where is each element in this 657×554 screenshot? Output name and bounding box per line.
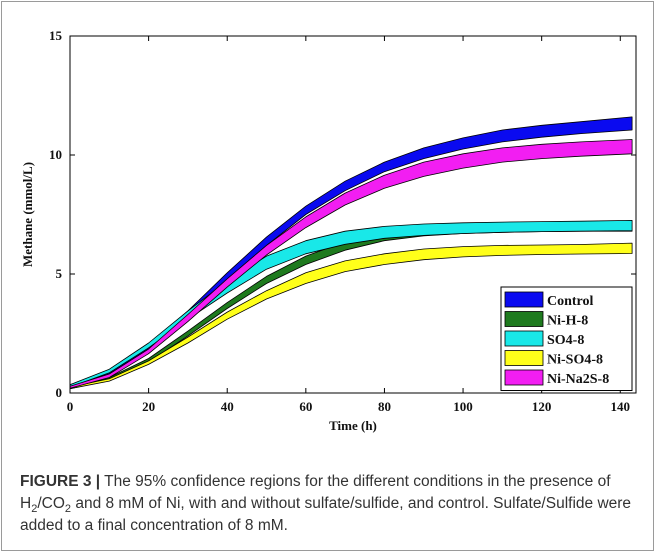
legend-label: SO4-8: [547, 333, 584, 348]
y-tick-label: 15: [49, 28, 63, 43]
x-tick-label: 140: [611, 399, 631, 414]
methane-chart: 0 20 40 60 80 100 120 140 0 5 10 15 Time (h) Methan…: [20, 28, 637, 433]
legend-swatch: [504, 311, 544, 327]
caption-text-2: /CO: [37, 495, 65, 512]
caption-sub-2: 2: [64, 503, 72, 516]
y-tick-label: 5: [56, 266, 63, 281]
plot-area-border: [69, 35, 637, 394]
x-tick-label: 20: [142, 399, 155, 414]
confidence-bands: [69, 116, 633, 390]
y-tick-label: 0: [56, 385, 63, 400]
caption-text-3: and 8 mM of Ni, with and without sulfate…: [20, 495, 632, 534]
band-ni-na2s-8: [69, 139, 633, 389]
y-tick-label: 10: [49, 147, 62, 162]
legend-swatch: [504, 350, 544, 366]
caption-text-1: The 95% confidence regions for the diffe…: [20, 473, 611, 512]
caption-sub-1: 2: [31, 503, 38, 516]
legend-label: Ni-H-8: [547, 314, 588, 329]
legend-label: Ni-SO4-8: [547, 353, 603, 368]
band-ni-h-8: [69, 227, 633, 390]
x-tick-label: 60: [299, 399, 312, 414]
y-axis-label: Methane (mmol/L): [20, 162, 35, 267]
legend-label: Control: [547, 294, 594, 309]
figure-label: FIGURE 3 |: [20, 473, 101, 490]
x-tick-label: 40: [221, 399, 234, 414]
x-tick-label: 80: [378, 399, 391, 414]
axis-ticks: 0 20 40 60 80 100 120 140 0 5 10 15: [49, 28, 636, 414]
legend: Control Ni-H-8 SO4-8 Ni-SO4-8 Ni-Na2S-8: [500, 286, 633, 391]
band-ni-so4-8: [69, 242, 633, 390]
legend-label: Ni-Na2S-8: [547, 372, 609, 387]
band-so4-8: [69, 220, 633, 388]
legend-swatch: [504, 330, 544, 347]
x-tick-label: 120: [532, 399, 552, 414]
x-tick-label: 0: [67, 399, 74, 414]
figure-caption: FIGURE 3 | The 95% confidence regions fo…: [20, 471, 642, 537]
legend-swatch: [504, 291, 544, 308]
legend-swatch: [504, 369, 544, 386]
x-tick-label: 100: [453, 399, 473, 414]
x-axis-label: Time (h): [329, 418, 377, 433]
